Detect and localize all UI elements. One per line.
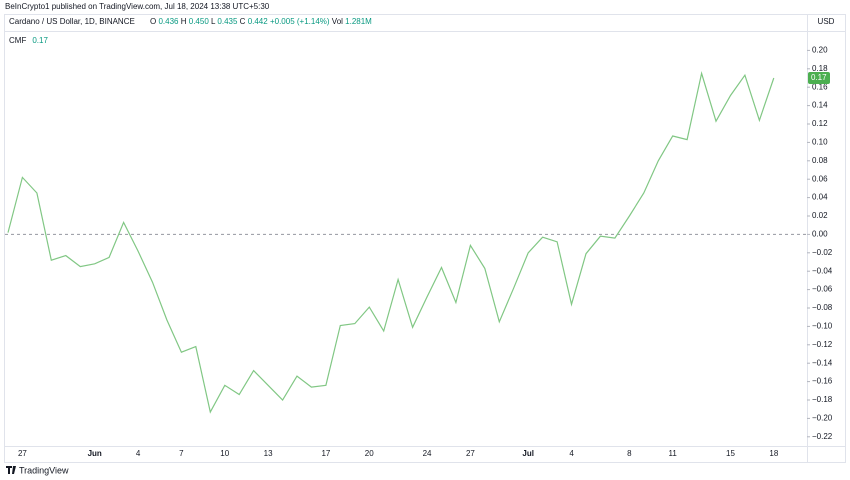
brand: TradingView	[6, 465, 69, 475]
x-tick-label: 27	[18, 449, 27, 458]
ohlc-label: L	[211, 17, 216, 26]
y-tick-label: 0.20	[812, 46, 828, 55]
y-tick-label: −0.08	[812, 303, 833, 312]
y-tick-label: 0.16	[812, 82, 828, 91]
y-tick-label: −0.14	[812, 358, 833, 367]
x-tick-label: 15	[726, 449, 735, 458]
y-tick-label: −0.16	[812, 377, 833, 386]
x-tick-label: 24	[423, 449, 432, 458]
y-tick-label: −0.06	[812, 285, 833, 294]
x-tick-label: 7	[179, 449, 184, 458]
brand-name: TradingView	[19, 465, 69, 475]
change: +0.005 (+1.14%)	[270, 17, 330, 26]
volume-label: Vol	[332, 17, 343, 26]
x-tick-label: Jul	[522, 449, 534, 458]
x-tick-label: 10	[220, 449, 229, 458]
y-tick-label: −0.04	[812, 266, 833, 275]
ohlc-label: C	[240, 17, 246, 26]
currency: USD	[818, 17, 835, 26]
ohlc-label: O	[150, 17, 156, 26]
cmf-line	[7, 71, 775, 414]
y-tick-label: 0.06	[812, 174, 828, 183]
y-tick-label: 0.14	[812, 101, 828, 110]
legend-value: 0.17	[32, 36, 48, 45]
y-tick-label: 0.10	[812, 138, 828, 147]
ohlc: O 0.436 H 0.450 L 0.435 C 0.442 +0.005 (…	[150, 17, 372, 26]
x-tick-label: 20	[365, 449, 374, 458]
x-tick-label: Jun	[88, 449, 102, 458]
chart-frame	[4, 14, 846, 463]
y-tick-label: −0.22	[812, 432, 833, 441]
ohlc-value: 0.442	[248, 17, 269, 26]
x-tick-label: 18	[769, 449, 778, 458]
x-tick-label: 4	[136, 449, 141, 458]
symbol: Cardano / US Dollar, 1D, BINANCE	[9, 17, 135, 26]
y-tick-label: −0.10	[812, 322, 833, 331]
volume-value: 1.281M	[345, 17, 372, 26]
y-tick-label: 0.02	[812, 211, 828, 220]
published-line: BeInCrypto1 published on TradingView.com…	[5, 2, 270, 11]
y-tick-label: 0.00	[812, 230, 828, 239]
x-tick-label: 27	[466, 449, 475, 458]
last-value-label: 0.17	[811, 73, 827, 82]
x-tick-label: 17	[321, 449, 330, 458]
y-tick-label: −0.02	[812, 248, 833, 257]
legend-name: CMF	[9, 36, 26, 45]
ohlc-value: 0.435	[217, 17, 238, 26]
x-tick-label: 4	[569, 449, 574, 458]
y-tick-label: −0.18	[812, 395, 833, 404]
y-tick-label: −0.20	[812, 414, 833, 423]
last-value-badge	[808, 72, 830, 84]
y-tick-label: 0.12	[812, 119, 828, 128]
y-tick-label: 0.04	[812, 193, 828, 202]
y-tick-label: 0.08	[812, 156, 828, 165]
ohlc-label: H	[181, 17, 187, 26]
y-tick-label: 0.18	[812, 64, 828, 73]
ohlc-value: 0.436	[158, 17, 179, 26]
x-tick-label: 11	[669, 449, 678, 458]
y-tick-label: −0.12	[812, 340, 833, 349]
brand-logo	[6, 466, 16, 474]
x-tick-label: 13	[264, 449, 273, 458]
x-tick-label: 8	[627, 449, 632, 458]
ohlc-value: 0.450	[189, 17, 210, 26]
